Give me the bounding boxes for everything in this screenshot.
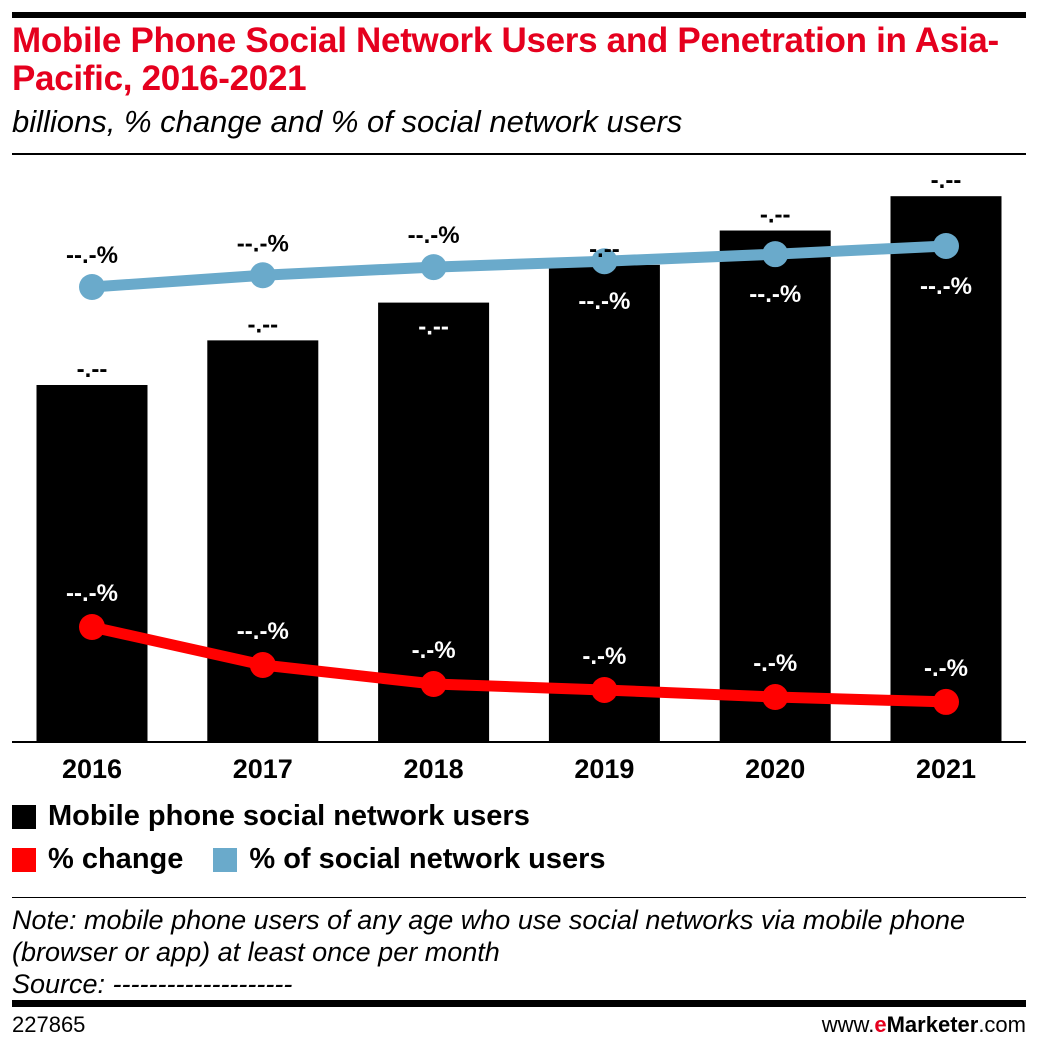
- share-value-label: --.-%: [578, 288, 630, 315]
- legend-label-change: % change: [48, 843, 184, 875]
- share-point-2021: [933, 232, 959, 259]
- change-point-2016: [79, 614, 105, 640]
- bar-value-label: -.--: [931, 167, 962, 194]
- bar-value-label: -.--: [418, 314, 449, 341]
- note: Note: mobile phone users of any age who …: [12, 904, 1022, 1000]
- change-value-label: -.-%: [924, 655, 968, 682]
- chart-id: 227865: [12, 1012, 86, 1037]
- share-value-label: --.-%: [749, 281, 801, 308]
- bar-2020: [719, 230, 831, 743]
- share-value-label: --.-%: [66, 242, 118, 269]
- bar-value-label: -.--: [77, 356, 108, 383]
- source-text: Source: --------------------: [12, 969, 293, 999]
- chart-plot: 2016 2017 2018 2019 2020 2021 -.-- -.-- -.-- -.--…: [12, 167, 1026, 784]
- brand-name: Marketer: [886, 1012, 979, 1037]
- bar-value-label: -.--: [760, 202, 791, 229]
- bar-value-label: -.--: [589, 236, 620, 263]
- x-tick-label: 2016: [62, 754, 122, 784]
- share-point-2018: [420, 254, 447, 281]
- change-line: [90, 621, 947, 708]
- change-value-label: -.-%: [412, 637, 456, 664]
- bar-2021: [890, 196, 1002, 742]
- change-point-2021: [933, 688, 959, 715]
- share-point-2019: [591, 248, 618, 275]
- x-tick-label: 2018: [404, 754, 464, 784]
- bar-2019: [548, 264, 660, 742]
- legend-label-bar: Mobile phone social network users: [48, 800, 530, 832]
- change-value-label: --.-%: [66, 580, 118, 607]
- x-tick-label: 2020: [745, 754, 805, 784]
- brand-prefix: www.: [821, 1012, 875, 1037]
- footer-rule: [12, 1000, 1026, 1007]
- share-value-label: --.-%: [920, 273, 972, 300]
- header-rule: [12, 153, 1026, 155]
- bar-2016: [36, 384, 148, 742]
- change-point-2017: [249, 652, 276, 679]
- brand-logo: www.eMarketer.com: [822, 1012, 1026, 1038]
- bar-2018: [378, 302, 490, 742]
- chart-subtitle: billions, % change and % of social netwo…: [12, 104, 683, 139]
- change-value-label: --.-%: [237, 618, 289, 645]
- legend-item-bar: Mobile phone social network users: [12, 800, 530, 833]
- share-point-2017: [249, 262, 276, 289]
- legend-row-lines: % change % of social network users: [12, 843, 606, 876]
- x-tick-label: 2017: [233, 754, 293, 784]
- x-tick-label: 2021: [916, 754, 976, 784]
- share-point-2016: [79, 274, 105, 300]
- change-point-2018: [420, 671, 447, 698]
- top-rule: [12, 12, 1026, 18]
- chart-title: Mobile Phone Social Network Users and Pe…: [12, 21, 999, 98]
- brand-e: e: [874, 1012, 887, 1037]
- change-point-2020: [762, 684, 789, 711]
- brand-suffix: .com: [978, 1012, 1026, 1037]
- legend-label-share: % of social network users: [249, 843, 606, 875]
- legend-swatch-bar: [12, 804, 36, 829]
- legend-swatch-share: [213, 847, 238, 872]
- legend-swatch-change: [12, 847, 36, 872]
- legend-rule: [12, 897, 1026, 898]
- note-text: Note: mobile phone users of any age who …: [12, 905, 966, 967]
- change-point-2019: [591, 676, 618, 703]
- share-value-label: --.-%: [408, 222, 460, 249]
- change-value-label: -.-%: [753, 650, 797, 677]
- bar-2017: [207, 340, 319, 742]
- share-value-label: --.-%: [237, 230, 289, 257]
- x-tick-label: 2019: [574, 754, 634, 784]
- share-point-2020: [762, 241, 789, 268]
- share-line: [91, 240, 947, 293]
- bar-value-label: -.--: [247, 311, 278, 338]
- change-value-label: -.-%: [582, 643, 626, 670]
